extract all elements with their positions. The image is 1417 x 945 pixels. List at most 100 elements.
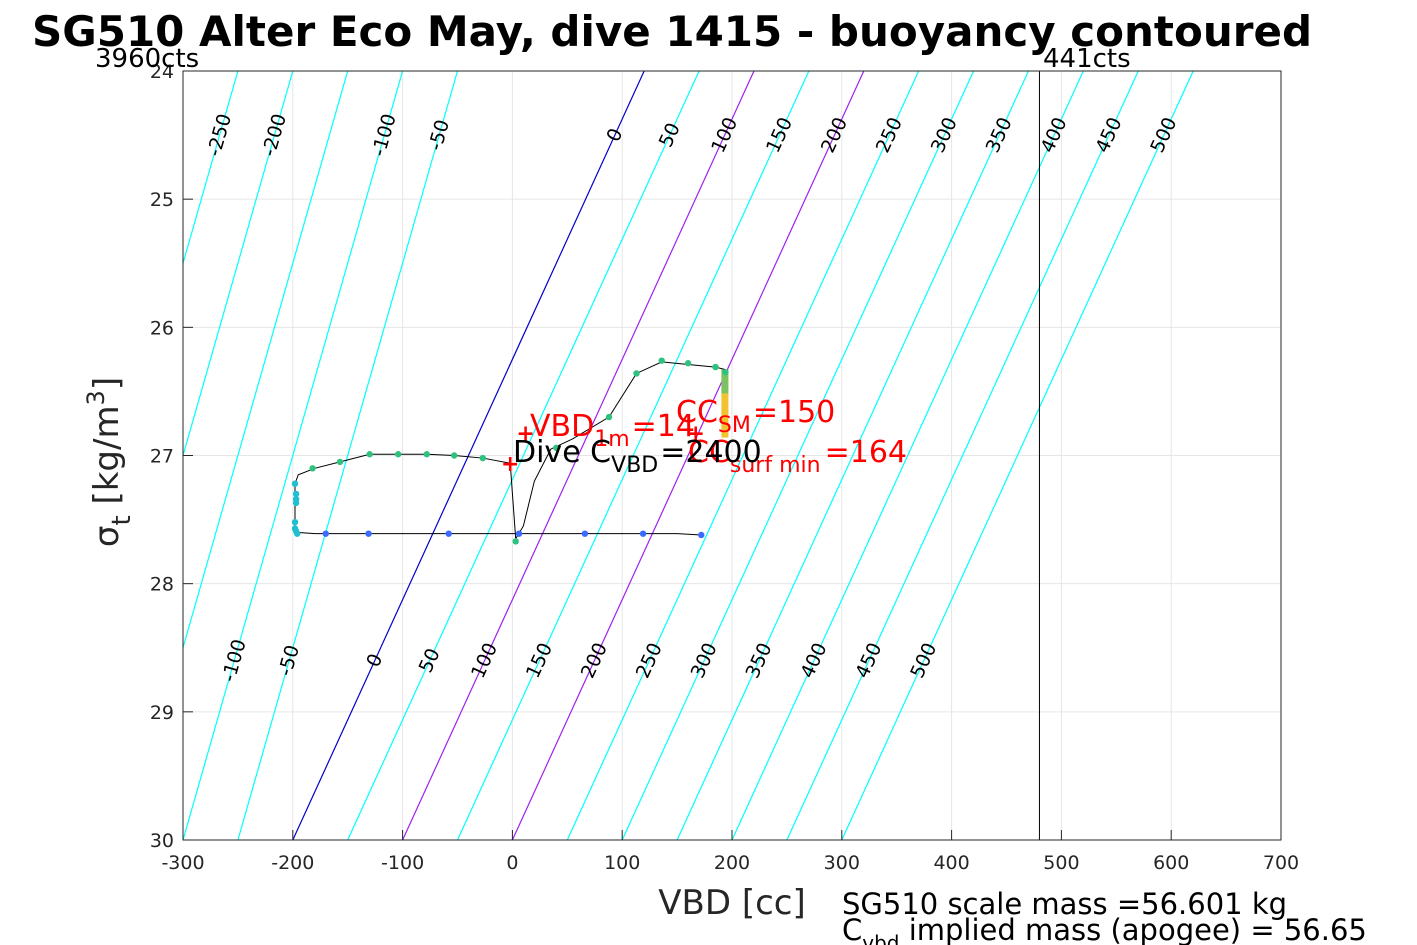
buoyancy-bar	[721, 369, 729, 438]
x-tick-label: 100	[604, 852, 640, 874]
corner-label-right: 441cts	[1043, 44, 1131, 74]
data-point-green	[658, 357, 665, 364]
data-point-green	[712, 363, 719, 371]
annotation-cc-surf-min-value: =164	[825, 435, 907, 470]
data-point-green	[366, 451, 373, 458]
footer-implied-mass-prefix: C	[842, 913, 862, 945]
x-tick-label: -100	[381, 852, 424, 874]
footer-scale-mass: SG510 scale mass =56.601 kg	[842, 887, 1287, 921]
y-axis-ticks: 24 25 26 27 28 29 30	[150, 61, 193, 852]
y-axis-label-unit: [kg/m	[87, 405, 127, 515]
y-tick-label: 24	[150, 61, 174, 83]
annotation-cc-surf-min-sub: surf min	[730, 453, 821, 478]
red-marker: +	[687, 421, 705, 446]
contour-line	[841, 71, 1194, 840]
x-tick-label: 200	[714, 852, 750, 874]
data-point-green	[309, 465, 316, 472]
red-marker: +	[501, 452, 519, 477]
y-tick-label: 29	[150, 702, 174, 724]
annotation-vbd-1m-sub: 1m	[594, 427, 629, 452]
contour-line	[183, 71, 349, 650]
contour-line	[676, 71, 1030, 840]
contour-line	[237, 71, 459, 840]
contour-line	[731, 71, 1084, 840]
dive-points: + + +	[291, 357, 729, 545]
contour-line	[511, 71, 865, 840]
data-point-teal	[293, 530, 301, 537]
data-point-green	[512, 538, 519, 545]
data-point-green	[722, 368, 729, 376]
contour-line	[786, 71, 1139, 840]
data-point-blue	[515, 530, 523, 537]
y-axis-label: σt [kg/m3]	[82, 377, 137, 547]
contour-lines	[183, 71, 1194, 840]
annotation-dive-cvbd-sub: VBD	[611, 453, 658, 478]
contour-line	[456, 71, 810, 840]
data-point-green	[395, 451, 402, 458]
footer-implied-mass: Cvbd implied mass (apogee) = 56.65	[842, 913, 1367, 945]
data-point-green	[633, 370, 640, 377]
annotation-dive-cvbd-value: =2400	[660, 435, 761, 470]
data-point-green	[605, 413, 613, 421]
contour-line	[183, 71, 239, 266]
contour-line	[402, 71, 755, 840]
contour-line	[183, 71, 404, 840]
footer-implied-mass-sub: vbd	[862, 931, 899, 945]
annotation-cc-surf-min-prefix: CC	[688, 435, 730, 470]
x-tick-label: 600	[1153, 852, 1189, 874]
data-point-green	[336, 458, 344, 466]
y-tick-label: 26	[150, 317, 174, 339]
x-tick-label: 0	[506, 852, 518, 874]
y-tick-label: 25	[150, 189, 174, 211]
data-point-teal	[291, 480, 299, 487]
data-point-teal	[292, 490, 300, 498]
data-point-blue	[581, 530, 589, 537]
x-tick-label: 500	[1043, 852, 1079, 874]
x-axis-label: VBD [cc]	[658, 883, 806, 923]
annotation-cc-sm: CCSM=150	[676, 395, 835, 438]
y-tick-label: 30	[150, 830, 174, 852]
corner-label-left: 3960cts	[95, 44, 199, 74]
y-axis-label-symbol: σ	[87, 526, 127, 548]
y-axis-label-close: ]	[87, 377, 127, 390]
data-point-blue	[445, 530, 452, 537]
x-tick-label: 400	[933, 852, 969, 874]
footer-implied-mass-text: implied mass (apogee) = 56.65	[899, 913, 1366, 945]
annotation-vbd-1m-prefix: VBD	[530, 409, 594, 444]
data-point-green	[553, 444, 560, 452]
data-point-blue	[322, 530, 329, 537]
data-point-blue	[698, 531, 705, 539]
data-point-blue	[639, 530, 647, 537]
x-axis-ticks: -300 -200 -100 0 100 200 300 400 500 600 700	[161, 830, 1299, 874]
data-point-green	[423, 451, 430, 458]
data-point-green	[451, 452, 458, 459]
contour-line	[566, 71, 920, 840]
data-point-green	[479, 454, 486, 462]
x-tick-label: -300	[161, 852, 204, 874]
y-tick-label: 27	[150, 446, 174, 468]
y-axis-label-superscript: 3	[82, 390, 110, 405]
data-point-teal	[291, 518, 299, 526]
annotation-dive-cvbd: Dive CVBD=2400	[513, 435, 762, 478]
annotation-cc-surf-min: CCsurf min =164	[688, 435, 907, 478]
annotation-cc-sm-value: =150	[753, 395, 835, 430]
red-marker: +	[516, 421, 534, 446]
annotation-cc-sm-sub: SM	[718, 413, 751, 438]
y-axis-label-subscript: t	[107, 515, 137, 525]
data-point-green	[684, 360, 692, 367]
data-point-teal	[292, 499, 300, 507]
annotation-cc-sm-prefix: CC	[676, 395, 718, 430]
contour-line	[347, 71, 700, 840]
x-tick-label: 300	[824, 852, 860, 874]
chart-title: SG510 Alter Eco May, dive 1415 - buoyanc…	[32, 7, 1312, 56]
annotation-vbd-1m: VBD1m=14	[530, 409, 695, 452]
annotation-dive-cvbd-prefix: Dive C	[513, 435, 611, 470]
contour-line	[621, 71, 975, 840]
annotation-vbd-1m-value: =14	[632, 409, 695, 444]
x-tick-label: 700	[1263, 852, 1299, 874]
x-tick-label: -200	[271, 852, 314, 874]
contour-line	[292, 71, 645, 840]
data-point-blue	[365, 530, 372, 537]
contour-line	[183, 71, 294, 458]
